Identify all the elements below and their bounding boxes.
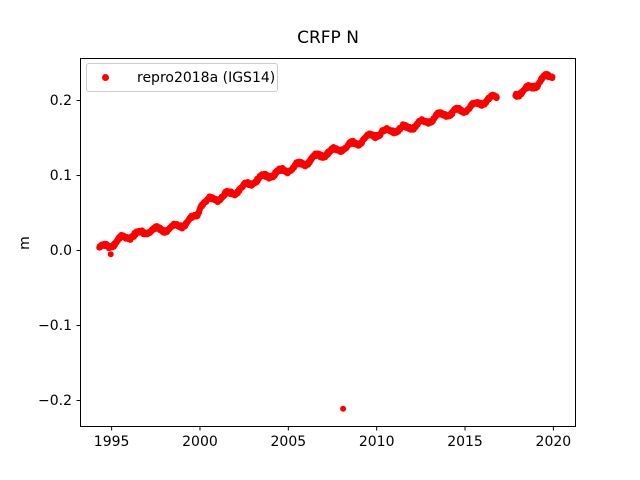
x-tick-label: 2010 bbox=[358, 434, 395, 450]
y-tick-label: −0.2 bbox=[38, 392, 72, 409]
y-tick-label: 0.1 bbox=[49, 167, 72, 184]
axes-frame bbox=[80, 58, 576, 427]
y-tick-label: −0.1 bbox=[38, 317, 72, 334]
data-point bbox=[549, 73, 556, 80]
outlier-data-point bbox=[340, 405, 347, 412]
y-tick-label: 0.2 bbox=[49, 92, 72, 109]
x-tick-label: 2020 bbox=[535, 434, 572, 450]
x-tick-label: 1995 bbox=[93, 434, 130, 450]
y-tick-label: 0.0 bbox=[49, 242, 72, 259]
legend-marker-dot-icon bbox=[102, 74, 109, 81]
legend-label: repro2018a (IGS14) bbox=[137, 69, 276, 86]
x-tick-label: 2015 bbox=[447, 434, 483, 450]
outlier-data-point bbox=[107, 251, 114, 258]
data-point bbox=[493, 94, 500, 101]
x-tick-label: 2005 bbox=[270, 434, 307, 450]
chart-title: CRFP N bbox=[297, 28, 359, 48]
x-tick-label: 2000 bbox=[182, 434, 218, 450]
legend: repro2018a (IGS14) bbox=[86, 63, 278, 92]
